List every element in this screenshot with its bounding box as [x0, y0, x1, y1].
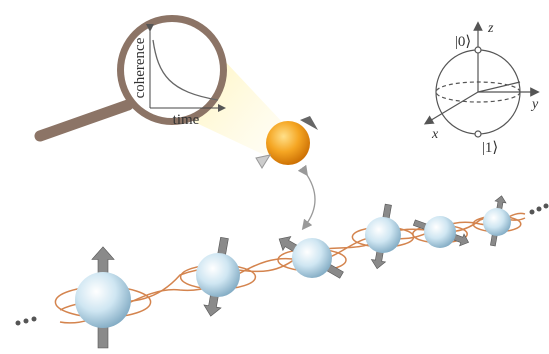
magnifier: coherence time [40, 15, 227, 136]
spin [196, 253, 240, 297]
state-zero: |0⟩ [455, 34, 471, 50]
spin [75, 272, 131, 328]
spin [483, 208, 511, 236]
x-axis-label: time [173, 112, 200, 128]
spin [292, 238, 332, 278]
spin [424, 216, 456, 248]
coupling-arrow [305, 172, 315, 226]
y-axis-label: coherence [132, 37, 148, 98]
state-one: |1⟩ [482, 140, 498, 156]
figure: coherence time |0⟩ |1⟩ z y x [0, 0, 549, 354]
bloch-sphere [428, 26, 535, 137]
axis-x: x [431, 127, 439, 142]
spin [365, 217, 401, 253]
axis-z: z [487, 21, 494, 36]
spin-chain [55, 196, 520, 348]
axis-y: y [530, 97, 539, 112]
